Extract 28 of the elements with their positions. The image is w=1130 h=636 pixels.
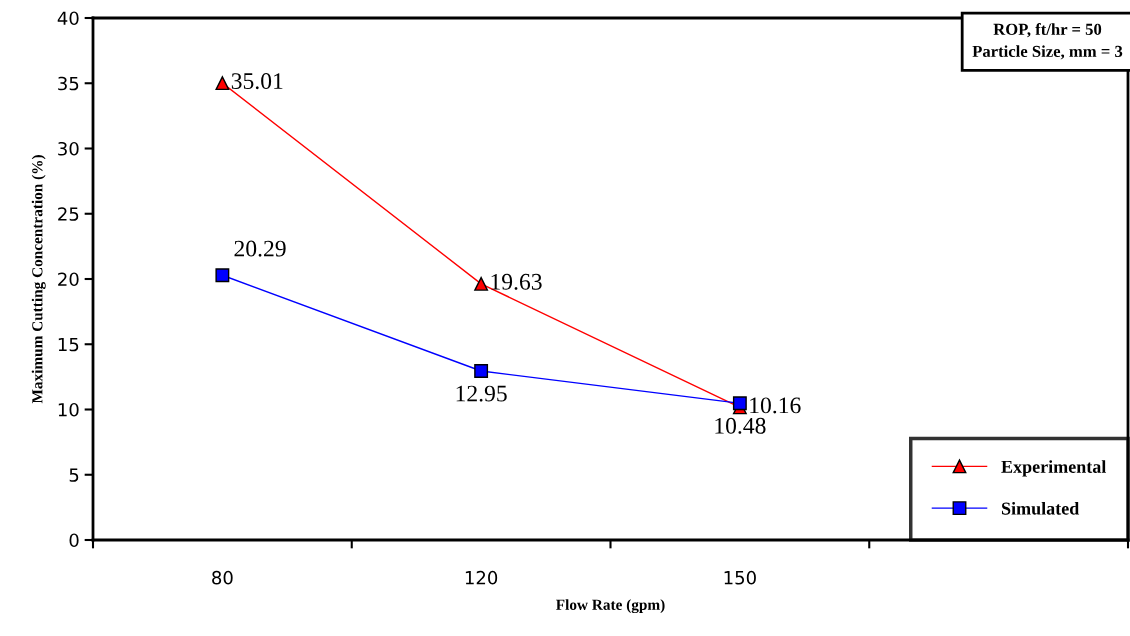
data-label: 12.95 [456, 385, 507, 402]
y-tick-label: 25 [58, 207, 79, 221]
y-tick-label: 0 [69, 533, 79, 548]
y-axis-title: Maximum Cutting Concentration (%) [31, 155, 46, 404]
y-tick-label: 10 [58, 402, 79, 417]
x-tick-label: 120 [465, 570, 498, 585]
x-tick-label: 80 [212, 570, 233, 585]
legend-label: Experimental [1001, 460, 1107, 477]
data-label: 35.01 [231, 73, 283, 90]
x-axis-title: Flow Rate (gpm) [556, 599, 665, 614]
point [215, 76, 230, 91]
y-tick-label: 5 [69, 468, 79, 482]
data-label: 10.16 [750, 397, 801, 414]
point [215, 268, 230, 283]
legend-label: Simulated [1001, 501, 1080, 515]
y-tick-label: 40 [57, 11, 79, 26]
text: ROP, ft/hr = 50 Particle Size, mm = 3 [972, 23, 1123, 60]
y-tick-label: 30 [58, 141, 79, 156]
y-tick-label: 20 [58, 272, 79, 287]
data-label: 10.48 [715, 417, 766, 434]
data-label: 20.29 [234, 240, 286, 257]
y-tick-label: 15 [58, 337, 79, 352]
data-label: 19.63 [491, 273, 542, 290]
point [732, 396, 747, 411]
point [474, 364, 489, 378]
point [474, 276, 489, 291]
x-tick-label: 150 [724, 570, 756, 585]
y-tick-label: 35 [58, 76, 79, 91]
